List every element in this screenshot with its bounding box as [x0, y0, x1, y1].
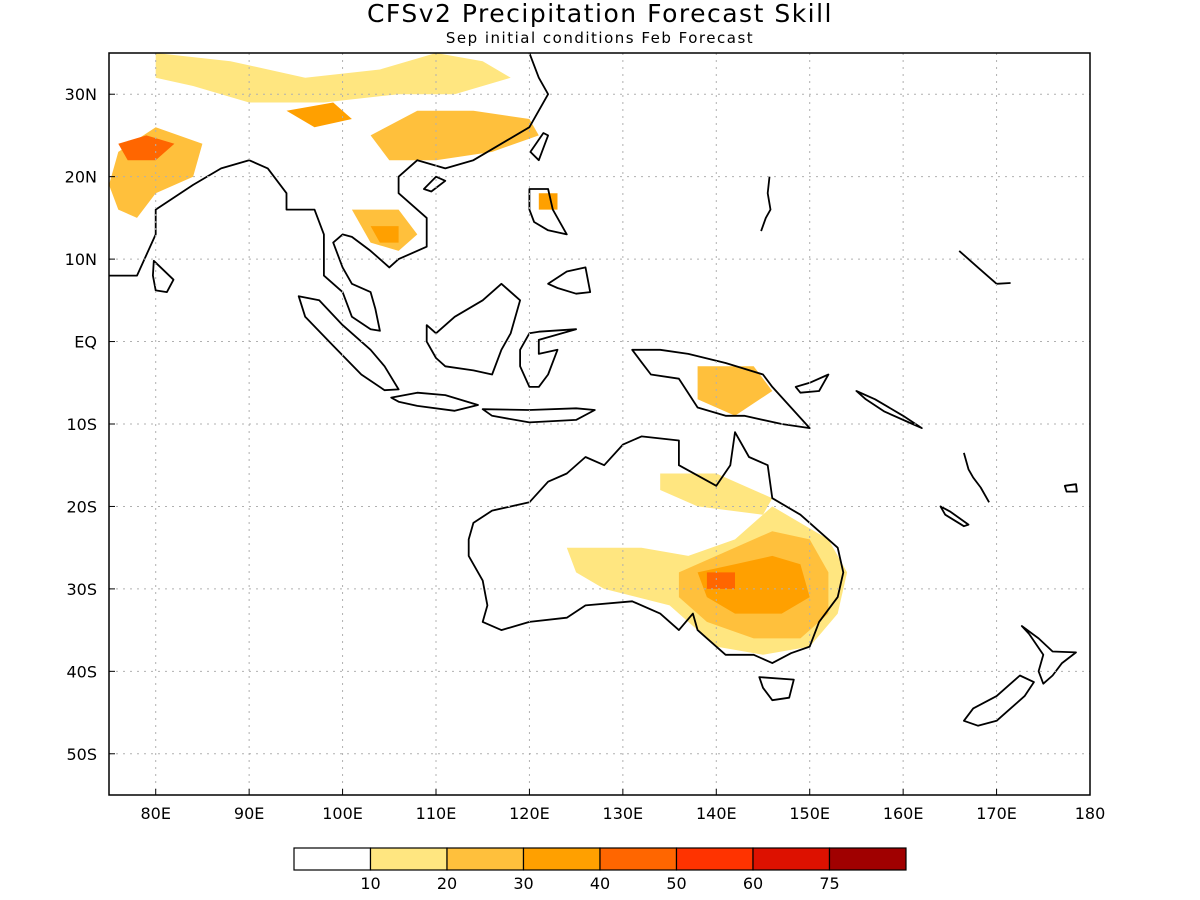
colorbar-label: 40 — [590, 874, 610, 893]
colorbar-label: 60 — [743, 874, 763, 893]
lon-tick-label: 160E — [883, 804, 924, 823]
lon-tick-label: 150E — [789, 804, 830, 823]
coastline-fiji — [1063, 483, 1078, 493]
coastlines — [109, 53, 1078, 727]
coastline-new-britain — [794, 373, 830, 394]
lat-tick-label: 30S — [66, 580, 97, 599]
coastline-solomon-islands — [855, 390, 923, 430]
lat-tick-label: EQ — [74, 333, 97, 352]
lat-tick-label: 10S — [66, 415, 97, 434]
lat-tick-label: 10N — [65, 250, 97, 269]
colorbar-label: 10 — [360, 874, 380, 893]
colorbar-swatch — [828, 847, 907, 871]
colorbar-swatch — [599, 847, 678, 871]
skill-region-yunnan — [286, 102, 352, 128]
skill-region-tibet — [155, 53, 511, 103]
colorbar-swatch — [752, 847, 831, 871]
coastline-new-guinea — [631, 348, 811, 430]
skill-region-indochina-core — [370, 226, 399, 243]
lat-tick-label: 20S — [66, 497, 97, 516]
skill-region-east-australia-peak — [706, 572, 735, 589]
coastline-java — [390, 391, 479, 412]
colorbar-label: 30 — [513, 874, 533, 893]
chart-title: CFSv2 Precipitation Forecast Skill — [366, 0, 834, 28]
lat-tick-label: 40S — [66, 662, 97, 681]
lon-tick-label: 170E — [976, 804, 1017, 823]
colorbar-swatch — [675, 847, 754, 871]
skill-shading — [109, 53, 848, 655]
axis-ticks: 80E 90E 100E 110E 120E 130E 140E 150E 160E 170E 18… — [65, 85, 1106, 823]
lat-tick-label: 50S — [66, 745, 97, 764]
lon-tick-label: 120E — [509, 804, 550, 823]
colorbar: 10 20 30 40 50 60 75 — [293, 847, 907, 893]
lon-tick-label: 80E — [140, 804, 170, 823]
coastline-sri-lanka — [151, 259, 175, 294]
skill-region-india-core — [118, 135, 175, 161]
coastline-nz-north-island — [1020, 625, 1077, 685]
colorbar-swatch — [446, 847, 525, 871]
coastline-marshall-islands — [958, 250, 1011, 285]
coastline-nz-south-island — [963, 674, 1035, 727]
colorbar-label: 50 — [666, 874, 686, 893]
coastline-lesser-sunda — [481, 407, 596, 424]
coastline-mariana-islands — [760, 176, 772, 232]
lon-tick-label: 130E — [603, 804, 644, 823]
coastline-vanuatu — [963, 452, 990, 503]
coastline-sumatra — [297, 295, 400, 392]
gridlines — [109, 53, 1090, 795]
colorbar-label: 75 — [819, 874, 839, 893]
colorbar-label: 20 — [437, 874, 457, 893]
skill-region-south-china — [370, 110, 539, 161]
lat-tick-label: 20N — [65, 168, 97, 187]
lon-tick-label: 180 — [1075, 804, 1106, 823]
lon-tick-label: 140E — [696, 804, 737, 823]
chart-subtitle: Sep initial conditions Feb Forecast — [445, 29, 755, 47]
coastline-borneo — [425, 282, 521, 376]
coastline-tasmania — [758, 676, 795, 702]
coastline-luzon — [528, 188, 568, 236]
skill-region-east-australia-core — [697, 555, 810, 614]
lon-tick-label: 90E — [234, 804, 264, 823]
lat-tick-label: 30N — [65, 85, 97, 104]
coastline-taiwan — [529, 132, 549, 162]
lon-tick-label: 100E — [322, 804, 363, 823]
coastline-new-caledonia — [939, 505, 970, 528]
coastline-australia — [467, 431, 845, 664]
colorbar-swatch — [369, 847, 448, 871]
coastline-sulawesi — [519, 328, 577, 388]
lon-tick-label: 110E — [416, 804, 457, 823]
colorbar-swatch — [293, 847, 372, 871]
colorbar-swatch — [522, 847, 601, 871]
skill-region-philippines — [538, 193, 558, 210]
coastline-hainan — [422, 175, 447, 193]
coastline-mindanao — [547, 266, 592, 295]
